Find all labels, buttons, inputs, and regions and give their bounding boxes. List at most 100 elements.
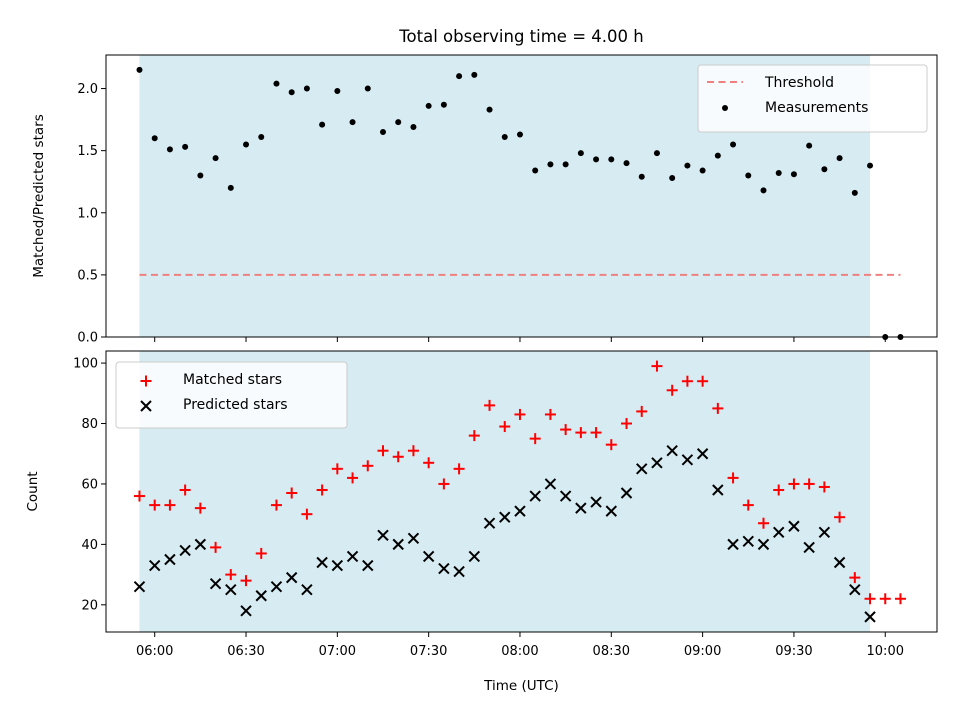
matched-star-point — [590, 427, 602, 439]
matched-star-point — [453, 463, 465, 475]
predicted-star-point — [194, 538, 207, 551]
predicted-star-point — [164, 553, 176, 566]
predicted-star-point — [499, 511, 511, 523]
measurement-point — [166, 146, 173, 153]
count-y-tick-label: 100 — [73, 357, 98, 372]
count-y-tick-label: 60 — [81, 477, 98, 492]
predicted-star-point — [438, 562, 450, 575]
measurement-point — [836, 155, 843, 162]
measurement-point — [547, 161, 554, 168]
matched-star-point — [681, 375, 693, 387]
legend-entry-label: Matched stars — [183, 372, 282, 388]
matched-star-point — [286, 487, 298, 499]
predicted-star-point — [377, 529, 389, 542]
measurement-point — [471, 71, 478, 78]
ratio-y-tick-label: 0.5 — [77, 268, 98, 283]
matched-star-point — [834, 511, 846, 523]
matched-star-point — [544, 408, 556, 420]
time-x-tick-label: 06:00 — [136, 644, 173, 659]
predicted-star-point — [696, 448, 709, 460]
predicted-star-point — [590, 496, 602, 508]
matched-star-point — [392, 451, 404, 463]
matched-star-point — [347, 472, 359, 484]
measurement-point — [182, 143, 189, 150]
measurement-point — [684, 162, 691, 169]
matched-star-point — [879, 593, 891, 605]
measurement-point — [334, 88, 341, 95]
predicted-star-point — [864, 611, 876, 623]
ratio-y-tick-label: 2.0 — [77, 82, 98, 97]
legend-predicted-swatch — [140, 400, 152, 412]
measurement-point — [699, 167, 706, 174]
predicted-star-point — [620, 487, 633, 499]
matched-star-point — [331, 463, 343, 475]
measurement-point — [593, 156, 600, 163]
matched-star-point — [149, 499, 161, 511]
matched-star-point — [484, 399, 496, 411]
predicted-star-point — [316, 556, 328, 569]
matched-star-point — [757, 517, 769, 529]
predicted-star-point — [849, 583, 861, 596]
predicted-star-point — [346, 550, 359, 563]
predicted-star-point — [225, 583, 237, 596]
measurement-point — [562, 161, 569, 168]
ratio-x-ticks — [154, 337, 886, 342]
predicted-star-point — [133, 580, 146, 593]
matched-star-point — [803, 478, 815, 490]
predicted-star-point — [529, 490, 541, 502]
measurement-point — [486, 106, 493, 113]
predicted-star-point — [788, 520, 800, 532]
measurement-point — [212, 155, 219, 162]
predicted-star-point — [773, 526, 785, 538]
measurement-point — [806, 142, 813, 149]
time-x-tick-label: 09:30 — [775, 644, 812, 659]
legend-measurement-swatch — [722, 105, 728, 111]
time-x-axis-label: Time (UTC) — [483, 678, 559, 694]
matched-star-point — [727, 472, 739, 484]
matched-star-point — [894, 593, 906, 605]
measurement-point — [851, 189, 858, 196]
measurement-point — [410, 124, 417, 131]
measurement-point — [380, 129, 386, 136]
matched-star-point — [818, 481, 830, 493]
predicted-star-point — [681, 454, 694, 466]
matched-star-point — [514, 408, 526, 420]
measurement-point — [638, 173, 645, 180]
legend-entry-label: Measurements — [765, 100, 868, 116]
count-legend: Matched stars Predicted stars — [115, 361, 348, 429]
legend-box — [697, 64, 928, 133]
count-y-tick-label: 80 — [81, 417, 98, 432]
predicted-star-point — [270, 580, 283, 593]
matched-star-point — [270, 499, 282, 511]
predicted-star-point — [712, 484, 724, 496]
time-x-tick-label: 10:00 — [867, 644, 904, 659]
measurement-point — [669, 174, 676, 181]
predicted-star-point — [483, 517, 496, 529]
predicted-star-point — [209, 577, 222, 590]
measurement-point — [790, 171, 797, 178]
matched-star-point — [179, 484, 191, 496]
measurement-point — [730, 141, 737, 148]
count-panel-frame — [105, 350, 938, 633]
matched-star-point — [468, 430, 480, 442]
predicted-star-point — [453, 565, 465, 578]
measurement-point — [821, 166, 828, 173]
matched-star-point — [194, 502, 206, 514]
matched-stars-points — [133, 360, 906, 605]
chart-title: Total observing time = 4.00 h — [398, 27, 643, 46]
matched-star-point — [621, 418, 633, 430]
legend-box — [115, 361, 348, 429]
ratio-y-axis-label: Matched/Predicted stars — [31, 114, 47, 277]
matched-star-point — [438, 478, 450, 490]
predicted-star-point — [422, 550, 435, 563]
predicted-star-point — [575, 502, 587, 514]
matched-star-point — [560, 424, 572, 436]
predicted-star-point — [803, 541, 815, 554]
predicted-star-point — [468, 550, 481, 563]
time-x-tick-label: 09:00 — [684, 644, 721, 659]
ratio-y-tick-label: 0.0 — [77, 331, 98, 346]
matched-star-point — [651, 360, 663, 372]
predicted-star-point — [148, 559, 161, 572]
ratio-panel: 0.0 0.5 1.0 1.5 2.0 Total observing time = 4… — [31, 27, 938, 346]
